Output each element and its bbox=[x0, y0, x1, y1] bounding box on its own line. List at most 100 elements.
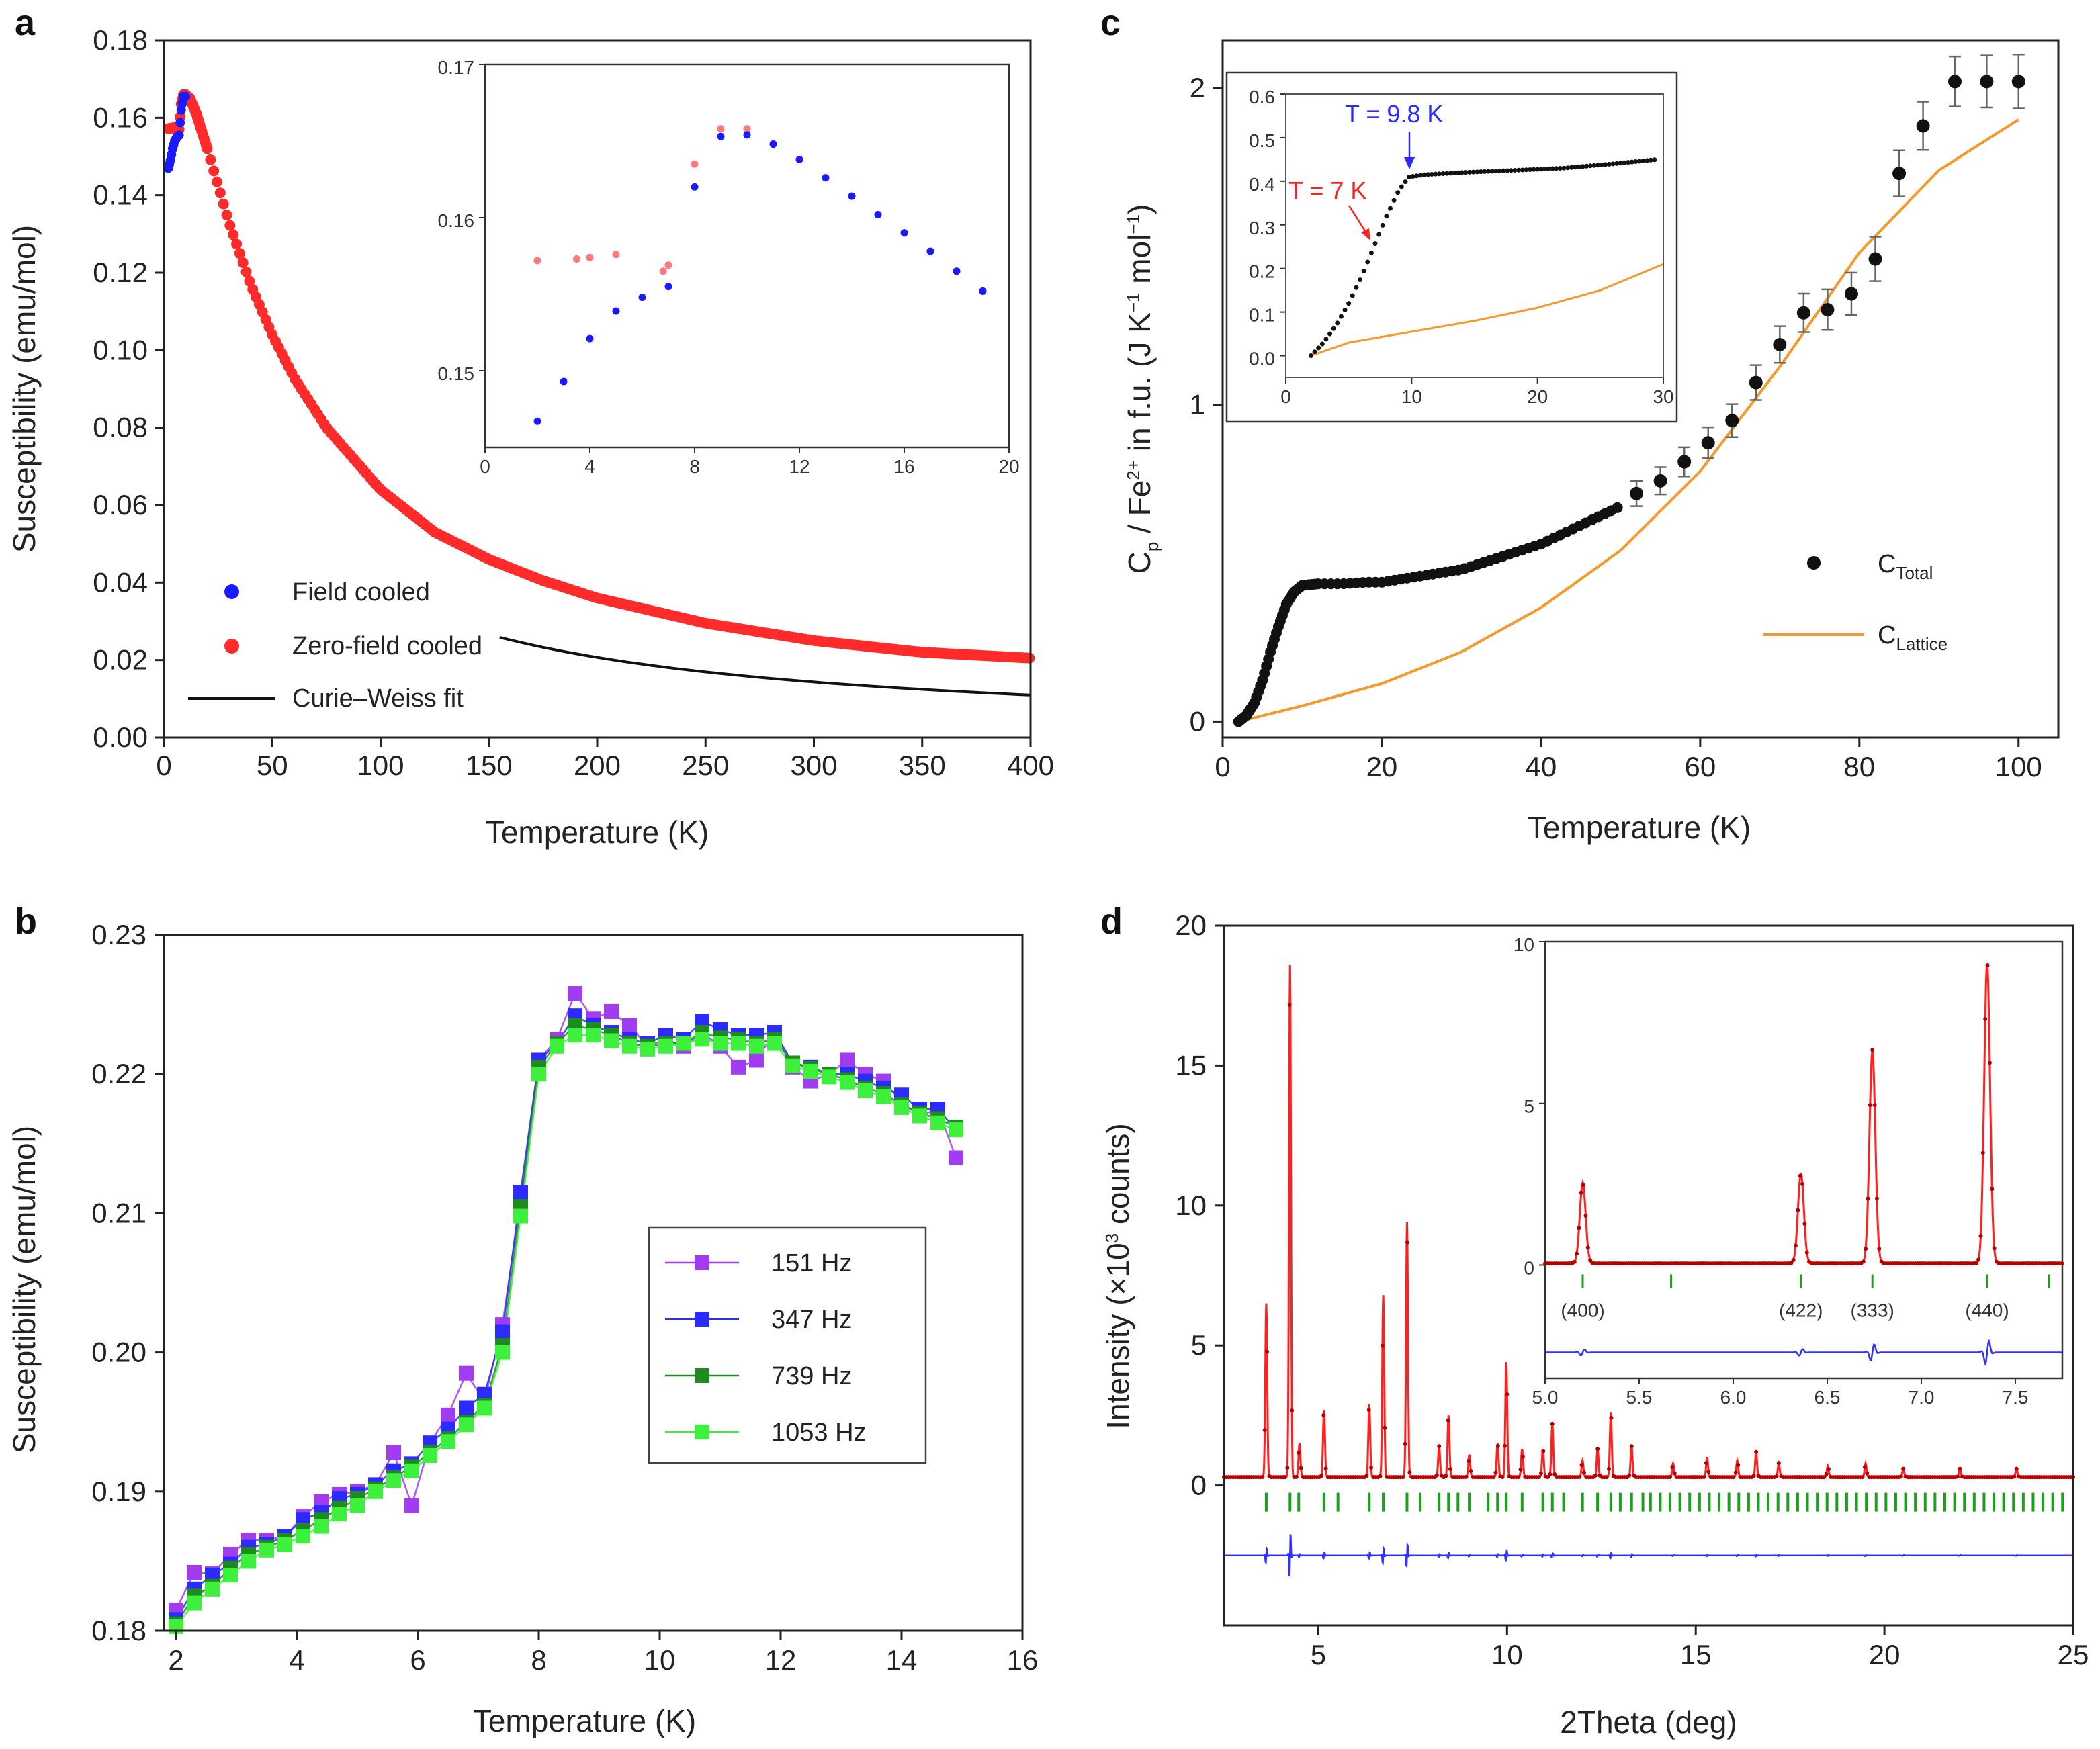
obs-point bbox=[1579, 1463, 1584, 1468]
ylabel-c-mid: / Fe bbox=[1122, 480, 1157, 542]
obs-point bbox=[1860, 1474, 1865, 1479]
y-tick-label: 0.16 bbox=[438, 210, 475, 231]
inset-fc-point bbox=[717, 132, 725, 140]
ylabel-c-sup2: −1 bbox=[1123, 292, 1143, 312]
annotation-t-9-8: T = 9.8 K bbox=[1345, 100, 1443, 128]
inset-total-point bbox=[1595, 163, 1601, 168]
obs-point bbox=[1378, 1474, 1383, 1478]
inset-obs-point bbox=[1575, 1251, 1579, 1256]
obs-point bbox=[1265, 1349, 1270, 1354]
inset-total-point bbox=[1368, 250, 1374, 255]
obs-point bbox=[1366, 1408, 1371, 1412]
legend-total-label: CTotal bbox=[1878, 550, 1933, 583]
x-tick-label: 5 bbox=[1311, 1639, 1326, 1670]
legend-fc-marker bbox=[224, 584, 239, 599]
series-marker-3 bbox=[622, 1038, 637, 1054]
inset-fc-point bbox=[691, 183, 699, 191]
series-marker-0 bbox=[386, 1445, 401, 1460]
series-marker-3 bbox=[894, 1100, 909, 1115]
obs-point bbox=[1550, 1421, 1555, 1426]
x-tick-label: 14 bbox=[886, 1644, 918, 1676]
inset-zfc-point bbox=[743, 125, 751, 133]
obs-point bbox=[1469, 1469, 1473, 1474]
inset-total-point bbox=[1429, 171, 1434, 177]
x-tick-label: 12 bbox=[765, 1644, 797, 1676]
inset-obs-point bbox=[1572, 1259, 1577, 1264]
zfc-point bbox=[234, 248, 245, 259]
legend-lattice-label: CLattice bbox=[1878, 621, 1948, 654]
inset-total-point bbox=[1610, 161, 1616, 167]
x-tick-label: 10 bbox=[1491, 1639, 1523, 1670]
inset-obs-point bbox=[1581, 1183, 1586, 1187]
obs-point bbox=[1538, 1471, 1543, 1476]
series-marker-0 bbox=[949, 1150, 963, 1165]
series-marker-0 bbox=[441, 1407, 455, 1423]
legend-marker-3 bbox=[695, 1425, 709, 1439]
inset-obs-point bbox=[1796, 1208, 1800, 1212]
inset-total-point bbox=[1410, 174, 1415, 179]
obs-point bbox=[1319, 1474, 1323, 1478]
series-marker-1 bbox=[205, 1568, 220, 1583]
x-tick-label: 60 bbox=[1684, 751, 1716, 782]
obs-point bbox=[1901, 1466, 1906, 1471]
inset-total-point bbox=[1587, 163, 1593, 169]
ylabel-c-end: ) bbox=[1122, 204, 1157, 214]
obs-point bbox=[1731, 1475, 1736, 1480]
inset-total-point bbox=[1327, 331, 1333, 337]
total-errbar-point bbox=[1821, 303, 1835, 317]
panel-c-legend: CTotal CLattice bbox=[1763, 550, 1948, 654]
panel-a-xlabel: Temperature (K) bbox=[486, 815, 709, 850]
inset-obs-point bbox=[1974, 1261, 1978, 1265]
panel-b-legend: 151 Hz 347 Hz 739 Hz 1053 Hz bbox=[648, 1226, 927, 1464]
inset-obs-point bbox=[1870, 1048, 1875, 1052]
inset-total-point bbox=[1542, 167, 1548, 172]
y-tick-label: 0.15 bbox=[438, 363, 475, 384]
inset-total-point bbox=[1618, 161, 1623, 166]
zfc-point bbox=[214, 187, 226, 199]
inset-total-point bbox=[1335, 320, 1340, 326]
y-tick-label: 15 bbox=[1175, 1049, 1207, 1081]
zfc-point bbox=[218, 198, 229, 210]
x-tick-label: 10 bbox=[1401, 386, 1422, 407]
series-marker-1 bbox=[695, 1014, 709, 1029]
inset-total-point bbox=[1365, 259, 1370, 265]
x-tick-label: 100 bbox=[1995, 751, 2042, 782]
obs-point bbox=[1751, 1474, 1756, 1478]
inset-fc-point bbox=[743, 131, 751, 139]
obs-point bbox=[1260, 1475, 1265, 1480]
total-errbar-point bbox=[1773, 337, 1787, 351]
obs-point bbox=[1609, 1415, 1614, 1420]
obs-point bbox=[1434, 1473, 1439, 1478]
x-tick-label: 20 bbox=[1869, 1639, 1900, 1670]
legend-label-1: 347 Hz bbox=[771, 1306, 852, 1334]
total-point bbox=[1612, 502, 1623, 513]
total-errbar-point bbox=[1796, 306, 1810, 320]
inset-obs-point bbox=[1976, 1257, 1981, 1262]
inset-obs-point bbox=[1793, 1243, 1798, 1248]
hkl-label: (422) bbox=[1779, 1300, 1823, 1321]
total-errbar-point bbox=[1749, 375, 1763, 390]
panel-c-inset-plot: 0 10 20 30 0.0 0.1 0.2 0.3 0.4 0.5 0.6 T = 9.8 K T =… bbox=[1249, 87, 1674, 407]
obs-point bbox=[1670, 1465, 1675, 1470]
obs-point bbox=[1364, 1474, 1369, 1478]
legend-zfc-marker bbox=[224, 639, 239, 654]
inset-total-point bbox=[1361, 269, 1366, 274]
x-tick-label: 25 bbox=[2058, 1639, 2089, 1670]
obs-point bbox=[1668, 1474, 1673, 1479]
inset-total-point bbox=[1331, 326, 1336, 331]
inset-total-point bbox=[1407, 174, 1412, 179]
inset-obs-point bbox=[1872, 1103, 1877, 1108]
obs-point bbox=[1321, 1412, 1326, 1417]
series-marker-0 bbox=[404, 1498, 419, 1513]
inset-total-point bbox=[1508, 168, 1514, 173]
obs-point bbox=[1285, 1466, 1290, 1470]
y-tick-label: 0.12 bbox=[93, 257, 148, 288]
series-marker-1 bbox=[513, 1185, 528, 1200]
y-tick-label: 0.18 bbox=[93, 24, 148, 56]
inset-obs-point bbox=[1800, 1181, 1805, 1186]
obs-point bbox=[1493, 1470, 1498, 1475]
obs-point bbox=[1520, 1455, 1525, 1460]
inset-total-point bbox=[1538, 167, 1544, 172]
obs-point bbox=[1956, 1474, 1960, 1479]
